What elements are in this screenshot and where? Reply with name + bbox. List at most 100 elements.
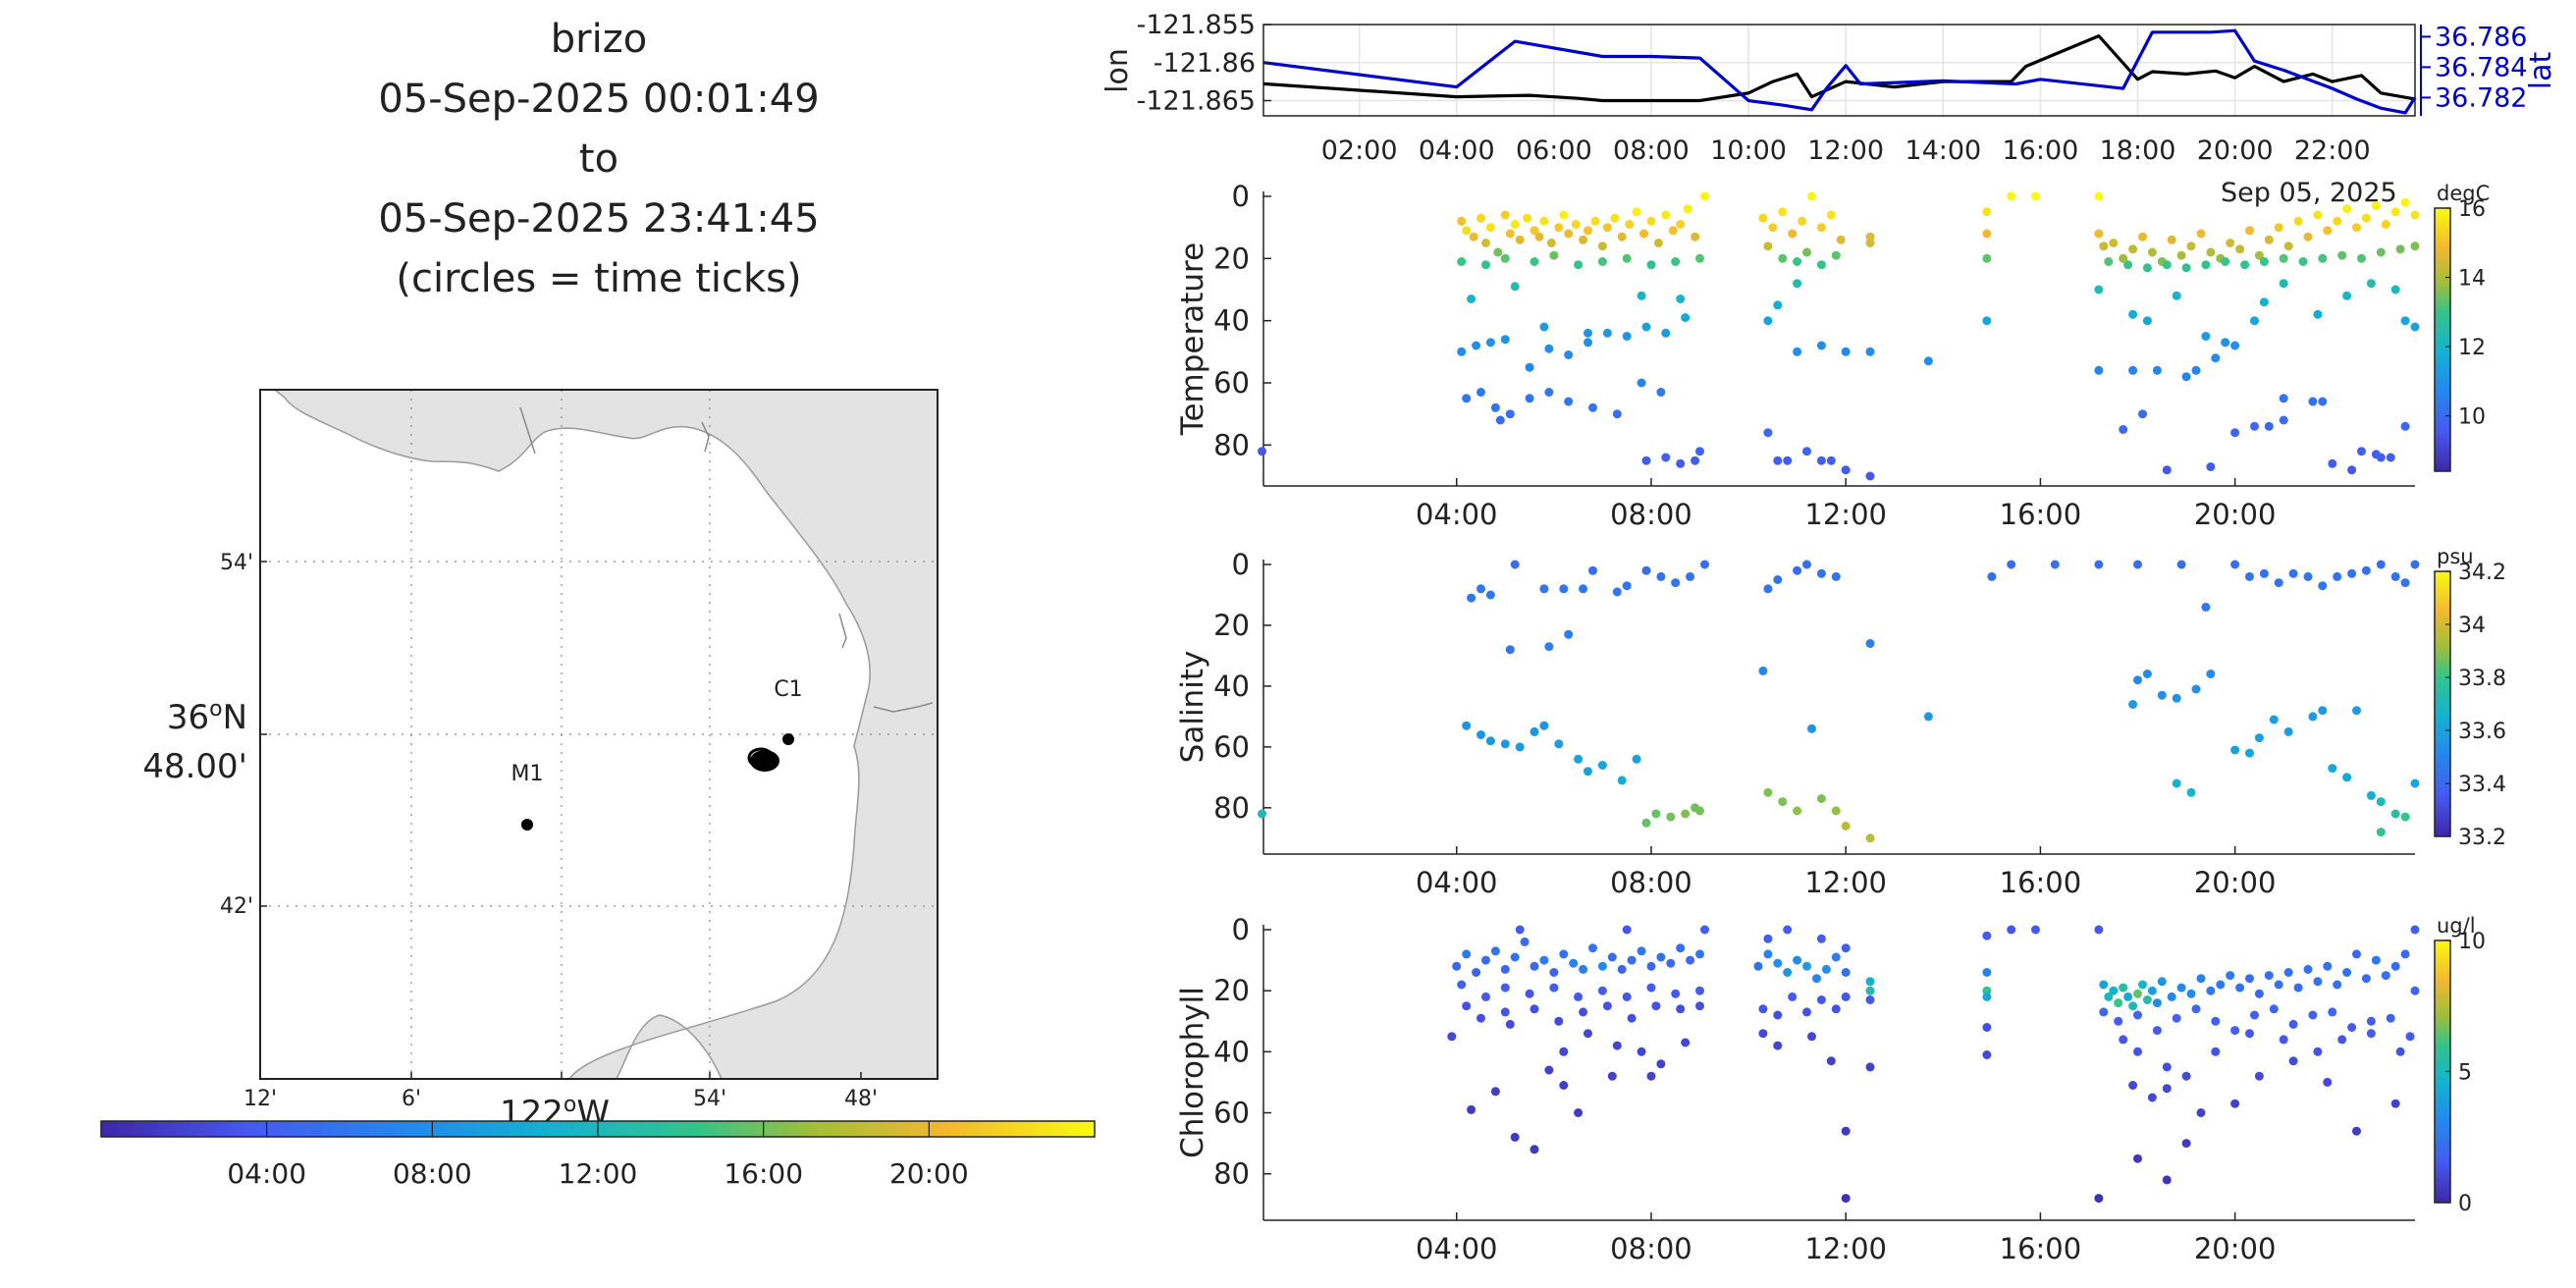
salinity-colorbar-tick-label: 34.2 [2458,561,2506,585]
temperature-data-point [1583,328,1592,338]
temperature-data-point [2259,257,2269,266]
temperature-data-point [2240,260,2250,270]
chlorophyll-data-point [2196,1108,2206,1117]
temperature-data-point [1457,216,1467,226]
chlorophyll-data-point [2288,1056,2298,1066]
chlorophyll-data-point [2328,1007,2337,1017]
chlorophyll-data-point [2337,1035,2347,1045]
chlorophyll-data-point [2162,1175,2172,1185]
chlorophyll-data-point [1500,964,1510,974]
temperature-data-point [1816,223,1826,233]
temperature-data-point [2230,341,2240,350]
salinity-data-point [1816,568,1826,578]
chlorophyll-data-point [2254,989,2264,998]
chlorophyll-data-point [2264,971,2274,981]
temperature-data-point [2279,253,2288,263]
temperature-data-point [1763,242,1773,251]
chlorophyll-data-point [2245,1029,2254,1039]
temperature-data-point [2142,263,2152,273]
chlorophyll-data-point [1695,949,1704,959]
chlorophyll-data-point [1481,955,1490,965]
chlorophyll-data-point [2230,1099,2240,1108]
temperature-data-point [1836,235,1846,244]
chlorophyll-data-point [2099,1007,2109,1017]
chlorophyll-data-point [2216,980,2226,990]
temperature-data-point [1661,210,1671,220]
chlorophyll-data-point [2031,925,2040,935]
salinity-y-tick-label: 0 [1232,548,1250,581]
title-line-end: 05-Sep-2025 23:41:45 [378,196,820,242]
temperature-data-point [2235,244,2245,254]
temperature-data-point [2119,425,2128,434]
chlorophyll-data-point [2094,925,2104,935]
temperature-data-point [1625,220,1635,229]
temperature-data-point [2104,257,2114,266]
temperature-data-point [1646,260,1656,270]
chlorophyll-data-point [1982,1050,1992,1059]
temperature-data-point [1641,322,1651,332]
salinity-colorbar-tick-label: 33.2 [2458,826,2506,850]
temperature-data-point [2361,213,2371,223]
chlorophyll-y-tick-label: 80 [1213,1157,1250,1191]
chlorophyll-data-point [2250,1010,2259,1020]
salinity-data-point [2361,565,2371,575]
chlorophyll-data-point [1579,964,1588,974]
salinity-data-point [2303,571,2313,581]
chlorophyll-data-point [1841,943,1851,953]
chlorophyll-data-point [2128,1001,2138,1011]
lon-lat-x-tick-label: 22:00 [2294,135,2371,166]
chlorophyll-data-point [2390,961,2400,971]
track-loop [747,747,775,769]
temperature-data-point [1802,247,1811,257]
chlorophyll-y-tick-label: 20 [1213,974,1250,1007]
temperature-data-point [2181,263,2191,273]
chlorophyll-data-point [1452,961,1462,971]
chlorophyll-data-point [2176,983,2186,993]
temperature-data-point [1778,207,1788,217]
temperature-data-point [2264,235,2274,244]
temperature-data-point [1530,257,1539,266]
chlorophyll-x-tick-label: 12:00 [1804,1232,1887,1265]
temperature-x-tick-label: 20:00 [2194,498,2277,531]
lon-tick-12: 12' [243,1087,277,1111]
chlorophyll-data-point [1597,986,1607,995]
temperature-data-point [2376,247,2386,257]
chlorophyll-data-point [2094,1194,2104,1204]
chlorophyll-data-point [1807,1032,1816,1042]
chlorophyll-data-point [2119,983,2128,993]
temperature-data-point [2162,260,2172,270]
salinity-data-point [2245,748,2254,758]
temperature-data-point [2264,421,2274,431]
salinity-data-point [2333,571,2342,581]
time-colorbar-tick-label: 20:00 [889,1157,969,1190]
temperature-data-point [1485,223,1495,233]
chlorophyll-data-point [1574,992,1583,1001]
lon-tick-label: -121.855 [1137,10,1256,40]
temperature-data-point [1841,347,1851,356]
chlorophyll-y-tick-label: 40 [1213,1035,1250,1068]
chlorophyll-data-point [1651,1001,1661,1011]
temperature-data-point [1982,207,1992,217]
temperature-data-point [1472,341,1481,350]
chlorophyll-data-point [2279,1035,2288,1045]
salinity-y-tick-label: 60 [1213,730,1250,764]
temperature-data-point [1656,388,1666,397]
salinity-data-point [1666,812,1676,822]
chlorophyll-data-point [2206,986,2216,995]
temperature-data-point [2152,365,2162,375]
chlorophyll-data-point [2381,971,2390,981]
lon-tick-label: -121.86 [1154,48,1256,79]
temperature-data-point [1773,456,1783,465]
salinity-data-point [1583,767,1592,777]
chlorophyll-data-point [1763,949,1773,959]
temperature-data-point [1462,226,1472,236]
salinity-data-point [2133,560,2142,569]
salinity-data-point [1987,571,1997,581]
temperature-data-point [1610,213,1620,223]
salinity-data-point [1564,629,1574,639]
temperature-data-point [2196,229,2206,239]
salinity-data-point [1554,739,1564,749]
chlorophyll-data-point [2410,925,2420,935]
salinity-colorbar-tick-label: 33.4 [2458,773,2506,797]
chlorophyll-data-point [1574,1108,1583,1117]
